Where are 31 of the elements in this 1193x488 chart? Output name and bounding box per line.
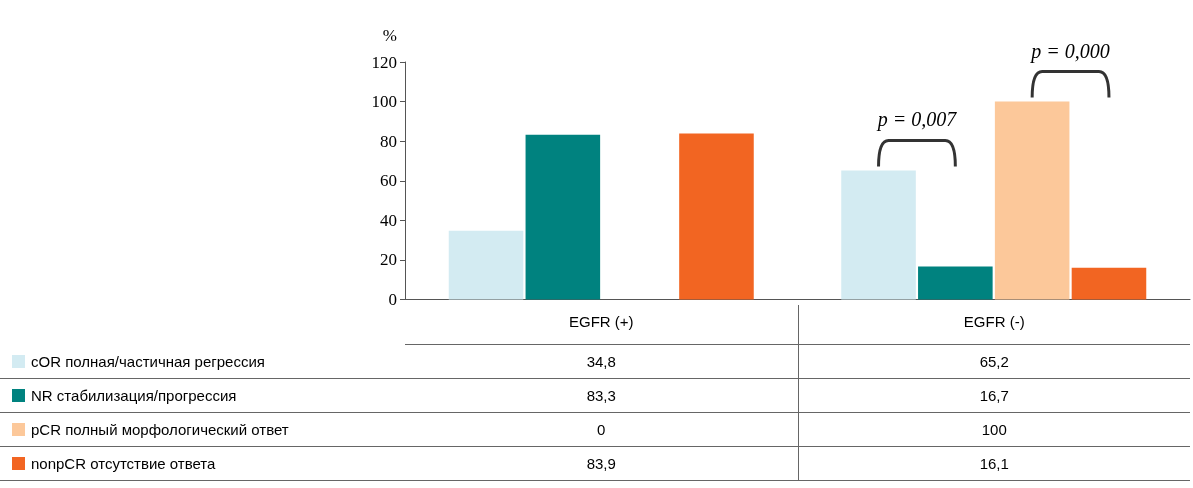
annotation: p = 0,007	[875, 108, 958, 132]
bar	[679, 133, 754, 300]
y-tick-label: 120	[371, 52, 397, 72]
bar	[918, 266, 993, 300]
legend-label: nonpCR отсутствие ответа	[31, 455, 216, 472]
x-tick-label: EGFR (-)	[797, 305, 1190, 345]
bar	[1071, 267, 1147, 300]
y-tick-label: 0	[388, 290, 397, 309]
legend-label: NR стабилизация/прогрессия	[31, 387, 237, 404]
x-tick-label: EGFR (+)	[405, 305, 798, 345]
y-tick-label: 20	[380, 250, 397, 270]
legend-label: pCR полный морфологический ответ	[31, 421, 289, 438]
bar	[994, 101, 1070, 300]
data-label: 65,2	[797, 345, 1190, 379]
y-tick-label: 40	[380, 210, 397, 230]
data-label: 34,8	[405, 345, 798, 379]
data-label: 0	[405, 413, 798, 447]
legend-label: cOR полная/частичная регрессия	[31, 353, 265, 370]
data-label: 100	[797, 413, 1190, 447]
y-tick-label: 60	[380, 171, 397, 191]
bar	[525, 134, 601, 300]
bar	[448, 230, 524, 300]
y-tick-label: 100	[371, 92, 397, 112]
bar	[841, 170, 916, 300]
data-label: 16,7	[797, 379, 1190, 413]
y-tick-label: 80	[380, 131, 397, 151]
y-axis-title: %	[382, 26, 397, 45]
data-label: 83,9	[405, 447, 798, 481]
text: p = 0,000	[1029, 39, 1110, 63]
data-label: 16,1	[797, 447, 1190, 481]
data-label: 83,3	[405, 379, 798, 413]
